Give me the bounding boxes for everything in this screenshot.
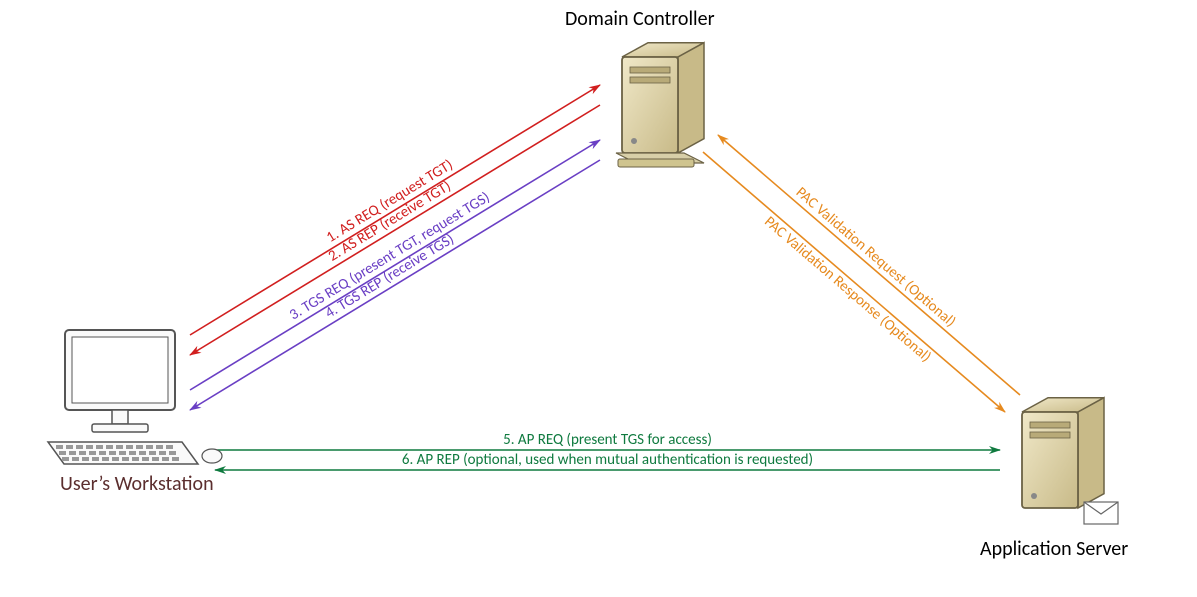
edge-pac-req: [718, 135, 1020, 395]
edge-label-ap-req: 5. AP REQ (present TGS for access): [503, 431, 712, 449]
node-label-appserver: Application Server: [980, 537, 1128, 561]
workstation-icon: [48, 330, 222, 464]
edge-pac-rep: [703, 152, 1005, 412]
server-tower-icon: [616, 43, 704, 167]
node-label-dc: Domain Controller: [565, 7, 715, 31]
node-label-workstation: User’s Workstation: [60, 472, 214, 496]
edge-label-ap-rep: 6. AP REP (optional, used when mutual au…: [402, 451, 813, 469]
server-tower-envelope-icon: [1022, 398, 1118, 524]
edge-as-rep: [190, 105, 600, 355]
